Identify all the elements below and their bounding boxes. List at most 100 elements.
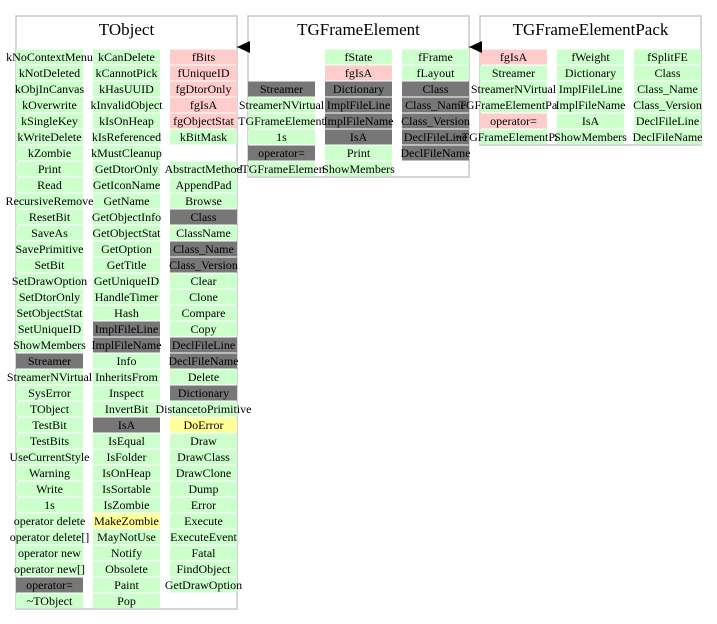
member-cell bbox=[16, 225, 83, 241]
member-name: GetObjectInfo bbox=[92, 210, 161, 224]
member-cell bbox=[16, 561, 83, 577]
member-name: DeclFileLine bbox=[404, 130, 467, 144]
member-cell bbox=[170, 97, 237, 113]
member-cell bbox=[16, 465, 83, 481]
member-cell bbox=[480, 113, 547, 129]
member-cell bbox=[16, 449, 83, 465]
member-name: StreamerNVirtual bbox=[7, 370, 93, 384]
member-cell bbox=[16, 81, 83, 97]
member-name: ImplFileLine bbox=[327, 98, 390, 112]
member-name: fgIsA bbox=[345, 66, 373, 80]
member-cell bbox=[16, 97, 83, 113]
member-cell bbox=[16, 113, 83, 129]
member-name: SetDtorOnly bbox=[19, 290, 80, 304]
member-cell bbox=[170, 209, 237, 225]
member-cell bbox=[248, 97, 315, 113]
member-name: operator new bbox=[18, 546, 81, 560]
member-cell bbox=[170, 193, 237, 209]
member-cell bbox=[325, 49, 392, 65]
member-name: ShowMembers bbox=[554, 130, 627, 144]
member-cell bbox=[16, 593, 83, 609]
member-cell bbox=[170, 273, 237, 289]
member-name: kInvalidObject bbox=[91, 98, 164, 112]
member-name: SetObjectStat bbox=[17, 306, 84, 320]
member-cell bbox=[170, 465, 237, 481]
member-cell bbox=[16, 177, 83, 193]
member-cell bbox=[16, 193, 83, 209]
member-cell bbox=[634, 81, 701, 97]
member-name: AppendPad bbox=[176, 178, 232, 192]
member-cell bbox=[16, 65, 83, 81]
member-name: kCanDelete bbox=[98, 50, 155, 64]
member-name: ShowMembers bbox=[322, 162, 395, 176]
member-cell bbox=[170, 417, 237, 433]
member-name: 1s bbox=[44, 498, 55, 512]
member-cell bbox=[16, 529, 83, 545]
member-name: ~TGFrameElement bbox=[235, 162, 329, 176]
member-cell bbox=[634, 49, 701, 65]
member-name: Class bbox=[190, 210, 216, 224]
member-name: IsA bbox=[582, 114, 600, 128]
member-name: Dictionary bbox=[333, 82, 384, 96]
member-name: kHasUUID bbox=[99, 82, 154, 96]
member-cell bbox=[16, 353, 83, 369]
member-name: Execute bbox=[184, 514, 223, 528]
member-name: Hash bbox=[114, 306, 139, 320]
member-cell bbox=[16, 209, 83, 225]
member-cell bbox=[93, 433, 160, 449]
member-name: Streamer bbox=[492, 66, 535, 80]
member-name: Dump bbox=[189, 482, 219, 496]
member-name: kSingleKey bbox=[21, 114, 78, 128]
member-name: IsFolder bbox=[107, 450, 147, 464]
member-cell bbox=[16, 273, 83, 289]
member-name: SavePrimitive bbox=[16, 242, 84, 256]
member-cell bbox=[557, 129, 624, 145]
member-name: Streamer bbox=[260, 82, 303, 96]
member-name: SetUniqueID bbox=[18, 322, 82, 336]
member-cell bbox=[93, 529, 160, 545]
member-cell bbox=[93, 289, 160, 305]
member-name: operator= bbox=[490, 114, 537, 128]
member-cell bbox=[325, 113, 392, 129]
member-name: kIsOnHeap bbox=[99, 114, 154, 128]
member-cell bbox=[170, 65, 237, 81]
member-cell bbox=[557, 81, 624, 97]
member-name: fWeight bbox=[571, 50, 610, 64]
member-cell bbox=[480, 97, 547, 113]
inheritance-arrow bbox=[469, 41, 482, 53]
member-cell bbox=[16, 497, 83, 513]
member-cell bbox=[16, 369, 83, 385]
member-name: Read bbox=[37, 178, 62, 192]
member-name: kBitMask bbox=[180, 130, 227, 144]
member-name: FindObject bbox=[177, 562, 232, 576]
member-name: Error bbox=[191, 498, 216, 512]
class-title: TGFrameElementPack bbox=[513, 20, 669, 39]
member-cell bbox=[170, 257, 237, 273]
member-name: Browse bbox=[185, 194, 222, 208]
member-cell bbox=[93, 513, 160, 529]
member-name: fgIsA bbox=[190, 98, 218, 112]
member-cell bbox=[170, 401, 237, 417]
member-name: Dictionary bbox=[565, 66, 616, 80]
member-name: operator= bbox=[258, 146, 305, 160]
member-name: GetOption bbox=[101, 242, 152, 256]
member-name: Class_Name bbox=[173, 242, 234, 256]
member-cell bbox=[402, 81, 469, 97]
member-name: ClassName bbox=[176, 226, 231, 240]
member-name: DeclFileName bbox=[401, 146, 471, 160]
member-name: ~TGFrameElementPack bbox=[455, 130, 571, 144]
member-name: fFrame bbox=[418, 50, 453, 64]
member-name: SetDrawOption bbox=[12, 274, 87, 288]
member-name: GetUniqueID bbox=[94, 274, 160, 288]
member-name: Class_Version bbox=[169, 258, 238, 272]
member-cell bbox=[16, 577, 83, 593]
member-name: Class_Name bbox=[637, 82, 698, 96]
member-cell bbox=[93, 321, 160, 337]
member-cell bbox=[170, 161, 237, 177]
member-name: operator= bbox=[26, 578, 73, 592]
member-cell bbox=[93, 353, 160, 369]
member-cell bbox=[16, 161, 83, 177]
member-name: DrawClass bbox=[177, 450, 230, 464]
member-name: fUniqueID bbox=[178, 66, 230, 80]
member-cell bbox=[480, 81, 547, 97]
